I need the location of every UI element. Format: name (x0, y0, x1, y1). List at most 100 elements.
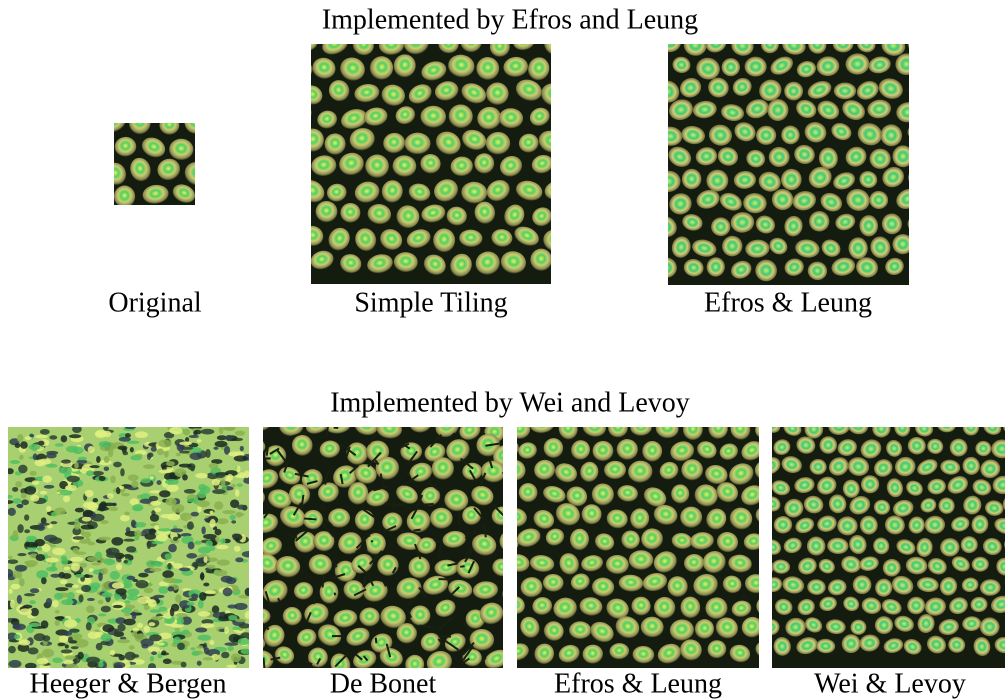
texture-cell (274, 230, 296, 250)
texture-cell (814, 396, 836, 417)
texture-speck (235, 489, 239, 497)
texture-speck (208, 463, 218, 469)
texture-speck (83, 510, 94, 517)
texture-speck (83, 502, 97, 509)
texture-cell (273, 76, 300, 103)
texture-speck (113, 605, 123, 608)
texture-speck (227, 474, 234, 481)
texture-speck (137, 623, 143, 628)
texture-speck (106, 548, 120, 556)
texture-cell (967, 399, 991, 419)
texture-speck (114, 629, 119, 635)
texture-speck (77, 652, 83, 660)
texture-image (265, 5, 586, 284)
texture-seam (278, 598, 280, 601)
texture-speck (29, 623, 40, 627)
texture-speck (201, 429, 215, 435)
texture-speck (24, 593, 35, 596)
texture-speck (99, 441, 111, 448)
texture-cell (862, 400, 881, 415)
texture-cell (920, 235, 944, 260)
texture-cell (265, 122, 298, 154)
texture-speck (213, 447, 218, 450)
texture-speck (235, 513, 244, 517)
texture-seam (323, 574, 324, 587)
texture-speck (101, 633, 112, 641)
texture-image (738, 395, 1005, 668)
texture-speck (55, 587, 68, 591)
texture-speck (92, 471, 104, 475)
texture-speck (50, 566, 57, 571)
texture-speck (130, 447, 134, 452)
caption: Efros & Leung (704, 287, 872, 318)
texture-speck (147, 541, 151, 549)
texture-speck (21, 493, 27, 499)
texture-cell (766, 9, 790, 30)
texture-speck (198, 600, 204, 609)
texture-speck (201, 526, 205, 534)
texture-speck (207, 565, 215, 569)
texture-speck (132, 612, 137, 620)
texture-speck (203, 583, 209, 587)
texture-speck (7, 559, 18, 564)
texture-cell (797, 400, 816, 418)
texture-speck (197, 439, 202, 442)
texture-cell (632, 78, 655, 96)
texture-cell (644, 101, 669, 125)
texture-cell (552, 58, 581, 81)
texture-cell (833, 35, 854, 52)
texture-speck (40, 429, 50, 435)
texture-speck (191, 651, 199, 656)
texture-cell (236, 390, 261, 413)
texture-speck (210, 511, 214, 515)
texture-speck (170, 608, 175, 617)
texture-speck (68, 637, 73, 644)
texture-speck (125, 433, 131, 438)
texture-seam (376, 638, 377, 643)
texture-speck (74, 521, 81, 529)
texture-speck (104, 466, 109, 471)
texture-speck (96, 456, 101, 463)
texture-speck (150, 568, 162, 572)
texture-cell (197, 87, 224, 114)
texture-speck (194, 430, 202, 435)
texture-speck (238, 638, 250, 645)
texture-speck (143, 464, 155, 469)
texture-speck (228, 615, 237, 620)
texture-image (628, 7, 946, 285)
texture-speck (219, 427, 224, 434)
texture-speck (144, 626, 150, 633)
texture-cell (839, 396, 862, 417)
texture-speck (8, 556, 13, 560)
texture-speck (214, 501, 223, 510)
texture-speck (148, 622, 155, 626)
texture-cell (73, 161, 97, 183)
texture-speck (17, 571, 22, 579)
texture-speck (226, 577, 237, 584)
texture-cell (745, 8, 769, 30)
texture-speck (245, 588, 252, 596)
texture-speck (19, 608, 32, 615)
texture-speck (129, 645, 135, 649)
texture-cell (922, 9, 944, 29)
texture-cell (265, 394, 287, 417)
texture-cell (648, 239, 668, 260)
texture-speck (10, 600, 15, 609)
texture-speck (189, 435, 199, 438)
texture-speck (176, 453, 181, 456)
texture-speck (154, 507, 161, 512)
texture-cell (72, 108, 103, 139)
texture-speck (45, 557, 58, 562)
texture-speck (3, 500, 13, 504)
texture-speck (35, 435, 48, 439)
texture-cell (270, 175, 302, 205)
texture-cell (630, 210, 656, 235)
texture-speck (49, 435, 57, 439)
texture-speck (29, 434, 34, 438)
texture-speck (217, 559, 230, 565)
texture-speck (98, 662, 103, 668)
texture-speck (24, 529, 30, 533)
texture-speck (75, 508, 84, 513)
texture-speck (226, 665, 236, 668)
texture-speck (102, 624, 114, 632)
